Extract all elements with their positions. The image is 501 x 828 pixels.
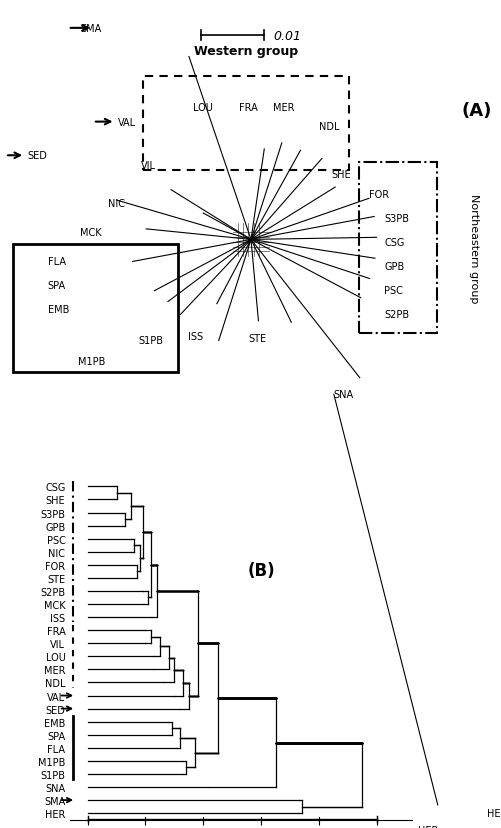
- Text: FRA: FRA: [238, 103, 258, 113]
- Text: S3PB: S3PB: [383, 214, 408, 224]
- Text: Northeastern group: Northeastern group: [468, 194, 478, 303]
- Text: GPB: GPB: [383, 262, 403, 272]
- Text: (B): (B): [247, 561, 275, 580]
- Text: (A): (A): [461, 102, 491, 119]
- Text: S2PB: S2PB: [383, 310, 408, 320]
- Text: SED: SED: [28, 151, 48, 161]
- Text: VIL: VIL: [140, 161, 155, 171]
- Text: ISS: ISS: [188, 331, 203, 341]
- Text: M1PB: M1PB: [78, 356, 105, 366]
- Text: HER: HER: [418, 825, 438, 828]
- Text: EMB: EMB: [48, 305, 69, 315]
- Text: SPA: SPA: [48, 281, 66, 291]
- Text: S1PB: S1PB: [138, 336, 163, 346]
- Text: MCK: MCK: [80, 228, 102, 238]
- Text: FOR: FOR: [368, 190, 388, 200]
- Text: NIC: NIC: [108, 199, 125, 209]
- Text: 0.01: 0.01: [273, 30, 301, 42]
- Text: VAL: VAL: [118, 118, 136, 128]
- Text: SNA: SNA: [333, 390, 353, 400]
- Text: NDL: NDL: [318, 123, 339, 132]
- Text: CSG: CSG: [383, 238, 404, 248]
- Text: HE: HE: [486, 808, 499, 818]
- Text: Western group: Western group: [193, 46, 298, 58]
- Text: STE: STE: [248, 334, 266, 344]
- Text: LOU: LOU: [193, 103, 213, 113]
- Text: SMA: SMA: [80, 24, 101, 34]
- Text: FLA: FLA: [48, 257, 66, 267]
- Text: PSC: PSC: [383, 286, 402, 296]
- Text: MER: MER: [273, 103, 294, 113]
- Text: SHE: SHE: [331, 171, 350, 181]
